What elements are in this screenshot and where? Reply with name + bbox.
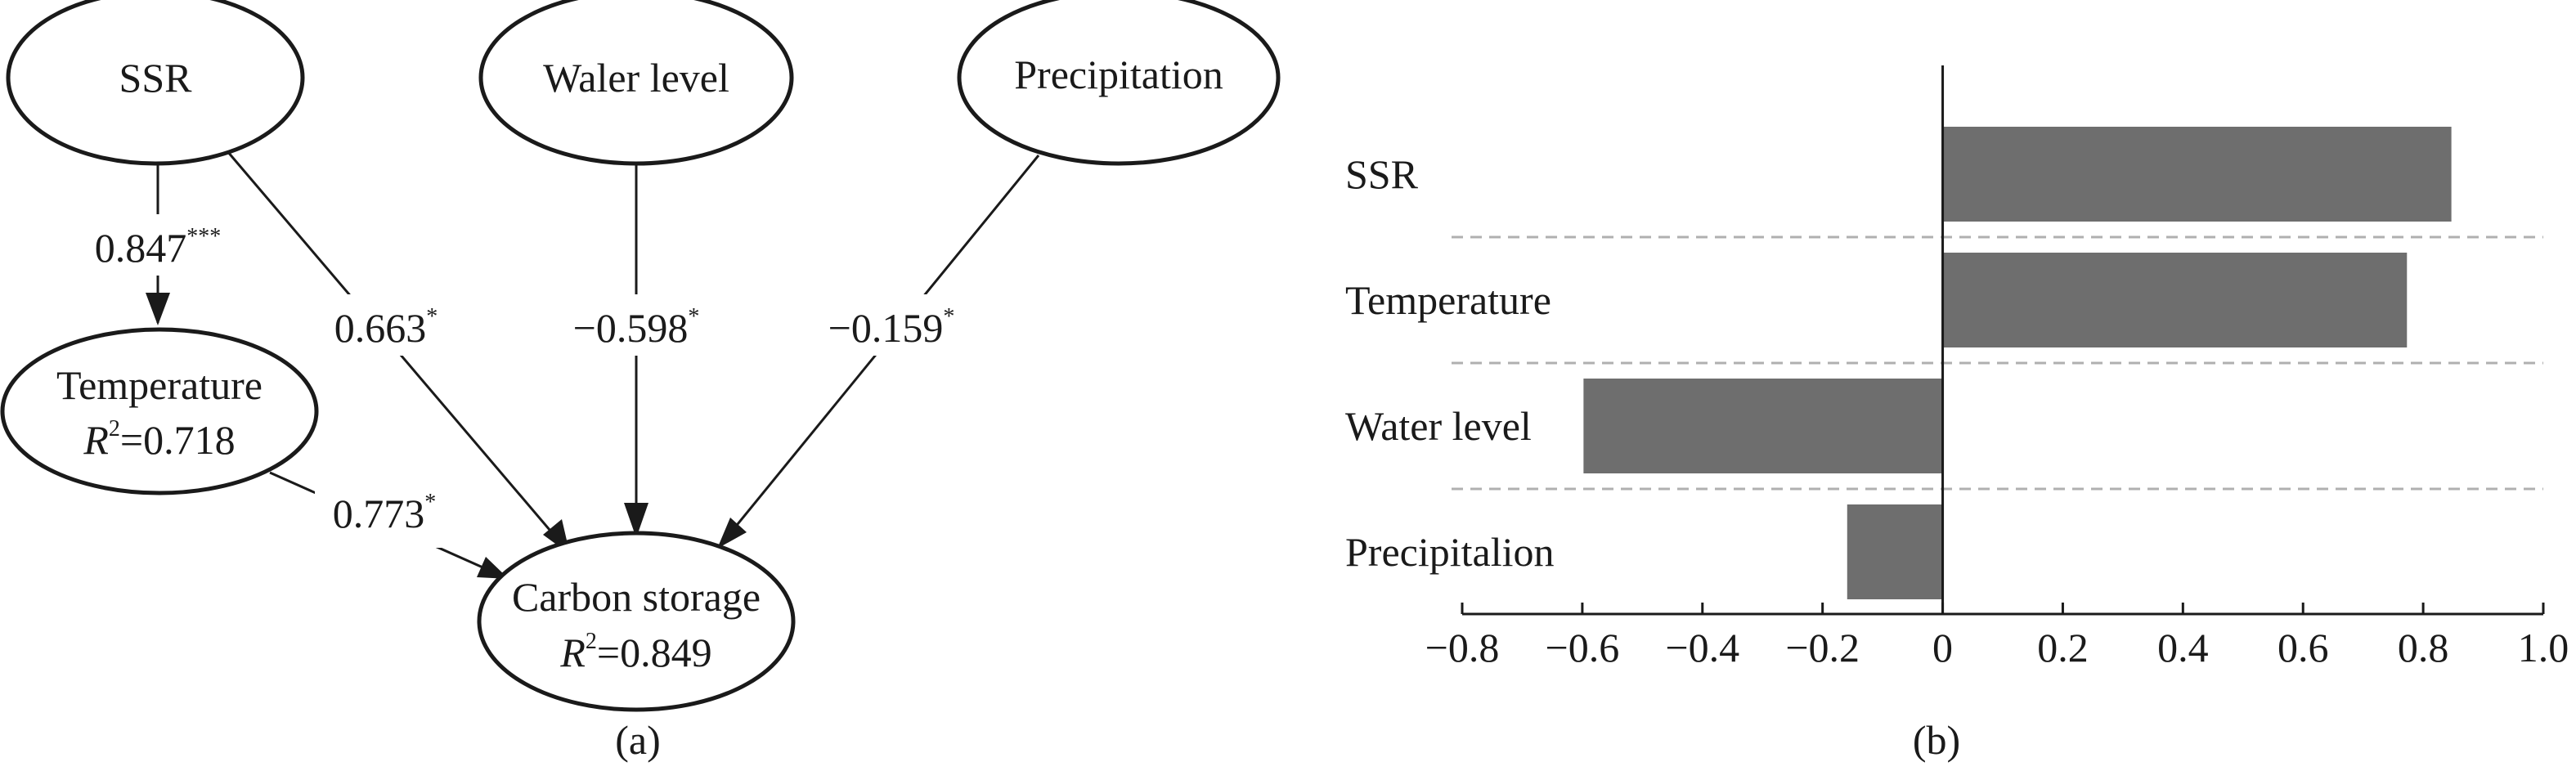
node-precipitation-label: Precipitation [1014,52,1223,97]
x-tick-label: −0.2 [1785,625,1860,670]
panel-a-path-diagram: 0.847*** 0.663* −0.598* −0.159* 0.773* S… [0,0,1281,763]
svg-text:0.663*: 0.663* [334,304,438,351]
svg-text:−0.159*: −0.159* [828,304,955,351]
significance-ssr-carbon-storage: * [426,304,438,329]
edge-label-precipitation-carbon-storage: −0.159* [814,294,977,356]
chart-category-labels: SSR Temperature Water level Precipitalion [1345,151,1555,575]
x-tick-label: −0.8 [1425,625,1500,670]
edge-label-ssr-temperature: 0.847*** [78,214,249,276]
category-label-water-level: Water level [1345,403,1532,449]
node-water-level-label: Waler level [543,55,729,101]
category-label-temperature: Temperature [1345,277,1551,323]
node-temperature: Temperature R2=0.718 [0,327,319,495]
x-tick-label: 0.8 [2398,625,2449,670]
panel-b-bar-chart: SSR Temperature Water level Precipitalion −… [1345,65,2569,763]
svg-text:R2=0.718: R2=0.718 [83,416,235,463]
x-tick-label: −0.6 [1546,625,1620,670]
coefficient-temperature-carbon-storage: 0.773 [333,491,425,536]
node-ssr-label: SSR [119,55,193,101]
arrowhead-ssr-to-temperature [146,293,170,325]
arrowhead-temperature-to-carbon-storage [477,557,509,579]
panel-a-caption: (a) [615,717,661,763]
significance-water-level-carbon-storage: * [688,304,699,329]
node-temperature-label: Temperature [56,362,263,408]
category-label-precipitalion: Precipitalion [1345,529,1555,575]
bar-temperature [1942,253,2408,347]
node-ssr: SSR [6,0,305,166]
coefficient-water-level-carbon-storage: −0.598 [573,305,689,351]
x-tick-label: 1.0 [2518,625,2569,670]
bar-precipitalion [1847,504,1943,599]
edge-label-temperature-carbon-storage: 0.773* [315,486,458,548]
r-squared-symbol: R [83,417,109,463]
significance-ssr-temperature: *** [186,224,221,249]
category-label-ssr: SSR [1345,151,1419,197]
node-water-level: Waler level [478,0,794,166]
panel-b-caption: (b) [1913,717,1960,763]
bar-water-level [1583,379,1943,473]
carbon-storage-r-squared-value: =0.849 [597,630,712,675]
chart-axes [1462,65,2543,616]
svg-text:−0.598*: −0.598* [573,304,700,351]
x-tick-label: 0.4 [2157,625,2209,670]
coefficient-ssr-temperature: 0.847 [95,225,187,271]
edge-label-water-level-carbon-storage: −0.598* [548,294,728,356]
arrowhead-water-level-to-carbon-storage [624,503,648,538]
r-squared-symbol: R [559,630,586,675]
significance-temperature-carbon-storage: * [424,490,436,515]
x-tick-label: 0 [1932,625,1953,670]
chart-bars [1583,127,2452,599]
chart-ticks: −0.8 −0.6 −0.4 −0.2 0 0.2 0.4 0.6 0.8 1.0 [1425,603,2569,670]
edge-label-ssr-carbon-storage: 0.663* [323,294,462,356]
x-tick-label: −0.4 [1665,625,1739,670]
r-squared-exponent: 2 [586,629,597,654]
node-carbon-storage-label: Carbon storage [512,574,761,620]
node-precipitation: Precipitation [957,0,1281,166]
temperature-r-squared-value: =0.718 [120,417,236,463]
r-squared-exponent: 2 [109,416,120,442]
bar-ssr [1942,127,2452,222]
coefficient-precipitation-carbon-storage: −0.159 [828,305,944,351]
chart-separators [1452,235,2543,491]
svg-text:R2=0.849: R2=0.849 [559,629,711,675]
x-tick-label: 0.6 [2278,625,2329,670]
node-carbon-storage: Carbon storage R2=0.849 [477,531,796,712]
svg-text:0.847***: 0.847*** [95,224,222,271]
coefficient-ssr-carbon-storage: 0.663 [334,305,427,351]
arrowhead-precipitation-to-carbon-storage [717,518,747,549]
x-tick-label: 0.2 [2037,625,2089,670]
svg-text:0.773*: 0.773* [333,490,437,536]
significance-precipitation-carbon-storage: * [943,304,954,329]
